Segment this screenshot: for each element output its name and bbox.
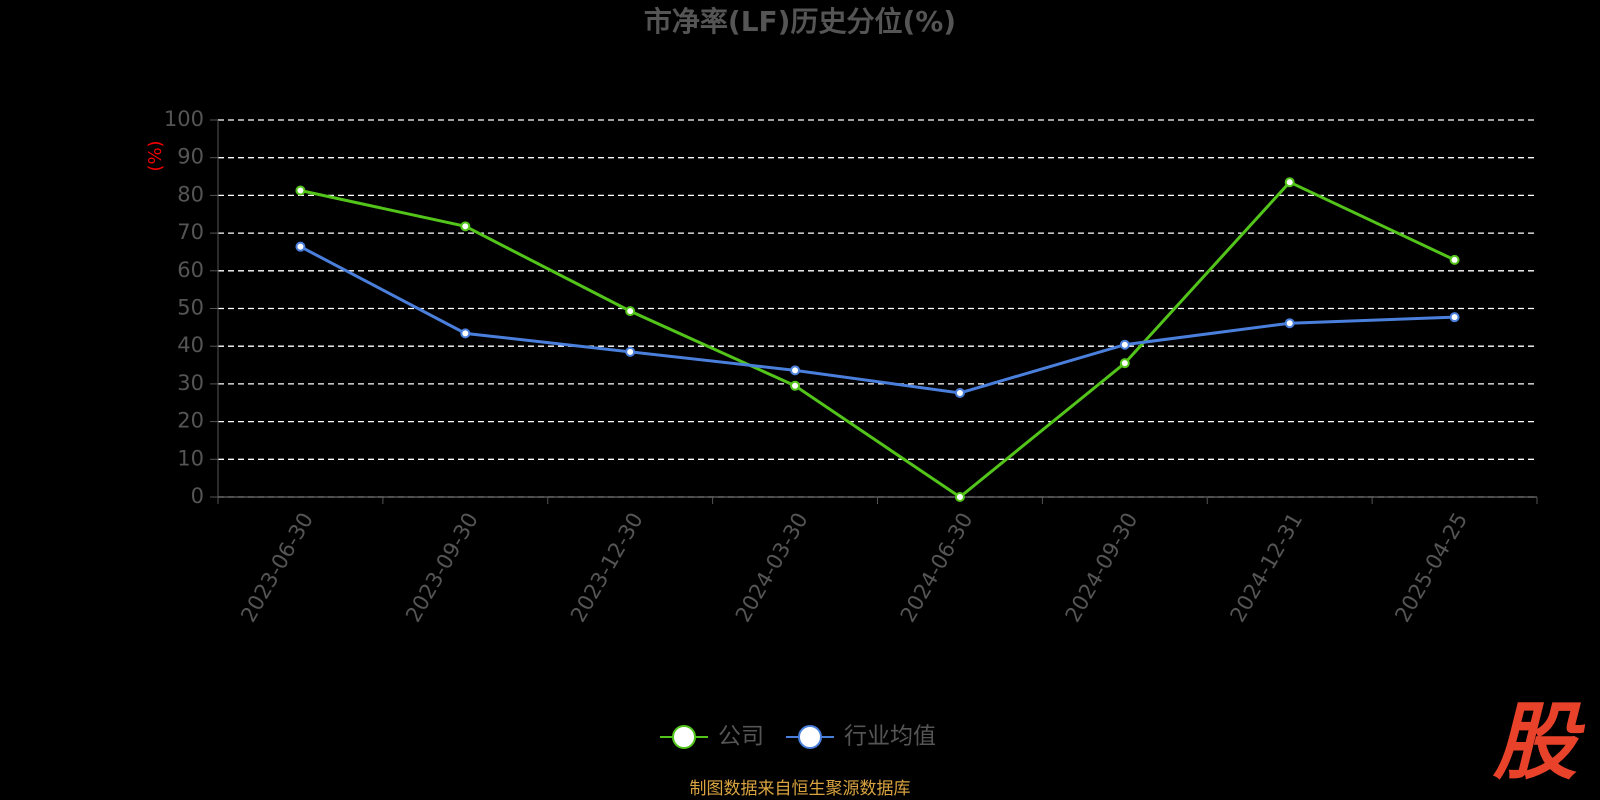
y-tick-label: 10 bbox=[177, 446, 204, 470]
y-tick-label: 30 bbox=[177, 371, 204, 395]
data-point bbox=[1284, 177, 1295, 188]
y-tick-label: 60 bbox=[177, 258, 204, 282]
data-point bbox=[625, 306, 636, 317]
y-tick-label: 70 bbox=[177, 220, 204, 244]
data-point bbox=[954, 387, 965, 398]
chart-title: 市净率(LF)历史分位(%) bbox=[644, 5, 956, 38]
y-tick-label: 20 bbox=[177, 409, 204, 433]
data-point bbox=[790, 365, 801, 376]
x-tick-label: 2023-09-30 bbox=[401, 509, 483, 627]
data-point bbox=[460, 328, 471, 339]
legend-marker bbox=[798, 725, 822, 749]
y-tick-label: 40 bbox=[177, 333, 204, 357]
y-tick-label: 0 bbox=[191, 484, 204, 508]
data-point bbox=[790, 380, 801, 391]
data-point bbox=[1449, 254, 1460, 265]
x-tick-label: 2023-06-30 bbox=[236, 509, 318, 627]
x-tick-label: 2023-12-30 bbox=[566, 509, 648, 627]
x-tick-label: 2024-09-30 bbox=[1061, 509, 1143, 627]
series-line bbox=[300, 180, 1456, 499]
y-tick-label: 90 bbox=[177, 145, 204, 169]
data-point bbox=[295, 241, 306, 252]
data-point bbox=[460, 221, 471, 232]
y-tick-label: 100 bbox=[164, 107, 204, 131]
legend-label: 公司 bbox=[718, 724, 764, 750]
data-point bbox=[1119, 358, 1130, 369]
y-axis-label: (%) bbox=[145, 140, 166, 171]
legend-marker bbox=[672, 725, 696, 749]
data-point bbox=[1119, 339, 1130, 350]
x-tick-label: 2024-06-30 bbox=[896, 509, 978, 627]
x-tick-label: 2024-12-31 bbox=[1225, 509, 1307, 627]
x-tick-label: 2024-03-30 bbox=[731, 509, 813, 627]
data-point bbox=[954, 492, 965, 502]
y-tick-label: 50 bbox=[177, 296, 204, 320]
series-line bbox=[299, 245, 1455, 395]
data-point bbox=[1449, 312, 1460, 323]
y-tick-label: 80 bbox=[177, 182, 204, 206]
logo: 股 bbox=[1492, 693, 1586, 791]
footer: 制图数据来自恒生聚源数据库 bbox=[690, 779, 911, 799]
data-point bbox=[295, 185, 306, 196]
data-point bbox=[625, 346, 636, 357]
data-point bbox=[1284, 318, 1295, 329]
x-tick-label: 2025-04-25 bbox=[1390, 509, 1472, 627]
legend-label: 行业均值 bbox=[844, 724, 936, 750]
